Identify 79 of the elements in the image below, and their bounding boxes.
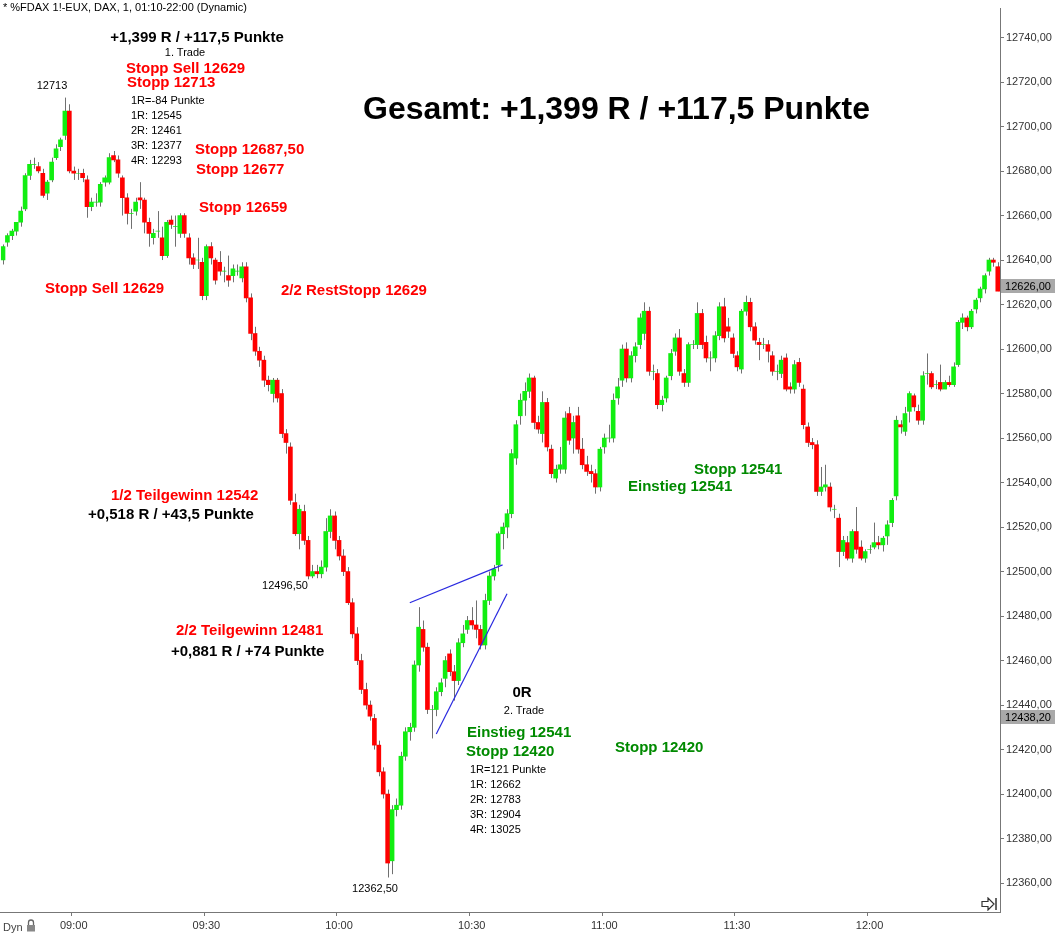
- x-tick-label: 12:00: [855, 918, 884, 931]
- y-tick-label: 12360,00: [1006, 876, 1052, 889]
- annotation: 12496,50: [262, 578, 308, 591]
- x-tick-label: 09:30: [192, 918, 221, 931]
- annotation: Stopp Sell 12629: [45, 278, 165, 296]
- y-tick-label: 12680,00: [1006, 164, 1052, 177]
- y-tick-label: 12380,00: [1006, 831, 1052, 844]
- x-tick-label: 11:30: [723, 918, 751, 931]
- candlestick: [226, 255, 231, 288]
- candlestick: [823, 464, 828, 492]
- y-tick-label: 12700,00: [1006, 119, 1052, 132]
- text: 12438,20: [1001, 710, 1055, 724]
- candlestick: [593, 468, 598, 495]
- annotation: 12362,50: [352, 881, 398, 894]
- candlestick: [97, 181, 103, 208]
- annotation: Einstieg 12541: [467, 722, 572, 740]
- y-tick-label: 12500,00: [1006, 564, 1052, 577]
- text: Dyn: [3, 920, 23, 933]
- annotation: +0,518 R / +43,5 Punkte: [88, 504, 254, 522]
- y-tick-label: 12420,00: [1006, 742, 1052, 755]
- y-tick-label: 12740,00: [1006, 30, 1052, 43]
- candlestick: [40, 168, 46, 199]
- y-tick-label: 12480,00: [1006, 609, 1052, 622]
- candlestick: [853, 506, 859, 555]
- chart-title: * %FDAX 1!-EUX, DAX, 1, 01:10-22:00 (Dynamic): [3, 1, 247, 13]
- y-tick-label: 12660,00: [1006, 208, 1052, 221]
- y-tick-label: 12580,00: [1006, 386, 1052, 399]
- y-tick-label: 12520,00: [1006, 520, 1052, 533]
- annotation: 2/2 RestStopp 12629: [281, 280, 427, 298]
- candlestick: [628, 350, 634, 383]
- annotation: Stopp 12687,50: [195, 139, 305, 157]
- annotation: 1R: 12662: [470, 777, 521, 790]
- y-tick-label: 12560,00: [1006, 431, 1052, 444]
- annotation: 12713: [36, 78, 68, 91]
- annotation: 1R=121 Punkte: [470, 762, 547, 775]
- x-tick-label: 11:00: [590, 918, 618, 931]
- x-tick-label: 10:30: [457, 918, 486, 931]
- y-tick-label: 12440,00: [1006, 698, 1052, 711]
- annotation: Stopp 12659: [199, 197, 288, 215]
- annotation: 1/2 Teilgewinn 12542: [111, 485, 259, 503]
- candlestick: [761, 337, 766, 350]
- y-tick-label: 12600,00: [1006, 342, 1052, 355]
- annotation: 2. Trade: [503, 703, 545, 716]
- annotation: +0,881 R / +74 Punkte: [171, 641, 325, 659]
- candlestick: [517, 393, 523, 426]
- annotation: Gesamt: +1,399 R / +117,5 Punkte: [363, 90, 870, 126]
- annotation: Stopp 12420: [466, 741, 555, 759]
- candlestick: [217, 250, 222, 277]
- candlestick: [239, 261, 245, 283]
- y-tick-label: 12640,00: [1006, 253, 1052, 266]
- y-tick-label: 12400,00: [1006, 787, 1052, 800]
- annotation: Stopp 12541: [694, 459, 783, 477]
- annotation: 1. Trade: [164, 45, 206, 58]
- text: 12626,00: [1001, 279, 1055, 293]
- annotation: Stopp 12677: [196, 159, 285, 177]
- candlestick: [49, 157, 54, 183]
- annotation: 1R: 12545: [131, 108, 182, 121]
- x-tick-label: 10:00: [325, 918, 353, 931]
- annotation: 1R=-84 Punkte: [131, 93, 205, 106]
- annotation: Einstieg 12541: [628, 476, 733, 494]
- x-tick-label: 09:00: [59, 918, 88, 931]
- candlestick: [44, 179, 50, 201]
- annotation: +1,399 R / +117,5 Punkte: [110, 27, 284, 45]
- annotation: 2R: 12461: [131, 123, 182, 136]
- annotation: 2R: 12783: [470, 792, 521, 805]
- candlestick: [469, 606, 474, 630]
- y-tick-label: 12620,00: [1006, 297, 1052, 310]
- y-tick-label: 12720,00: [1006, 75, 1052, 88]
- candlestick: [601, 433, 607, 455]
- annotation: 4R: 13025: [470, 822, 521, 835]
- annotation: 4R: 12293: [131, 153, 182, 166]
- annotation: Stopp 12420: [615, 737, 704, 755]
- candlestick: [845, 535, 850, 561]
- annotation: 3R: 12377: [131, 138, 182, 151]
- annotation: 0R: [512, 682, 532, 700]
- annotation: 2/2 Teilgewinn 12481: [176, 620, 324, 638]
- y-tick-label: 12460,00: [1006, 653, 1052, 666]
- y-tick-label: 12540,00: [1006, 475, 1052, 488]
- annotation: 3R: 12904: [470, 807, 521, 820]
